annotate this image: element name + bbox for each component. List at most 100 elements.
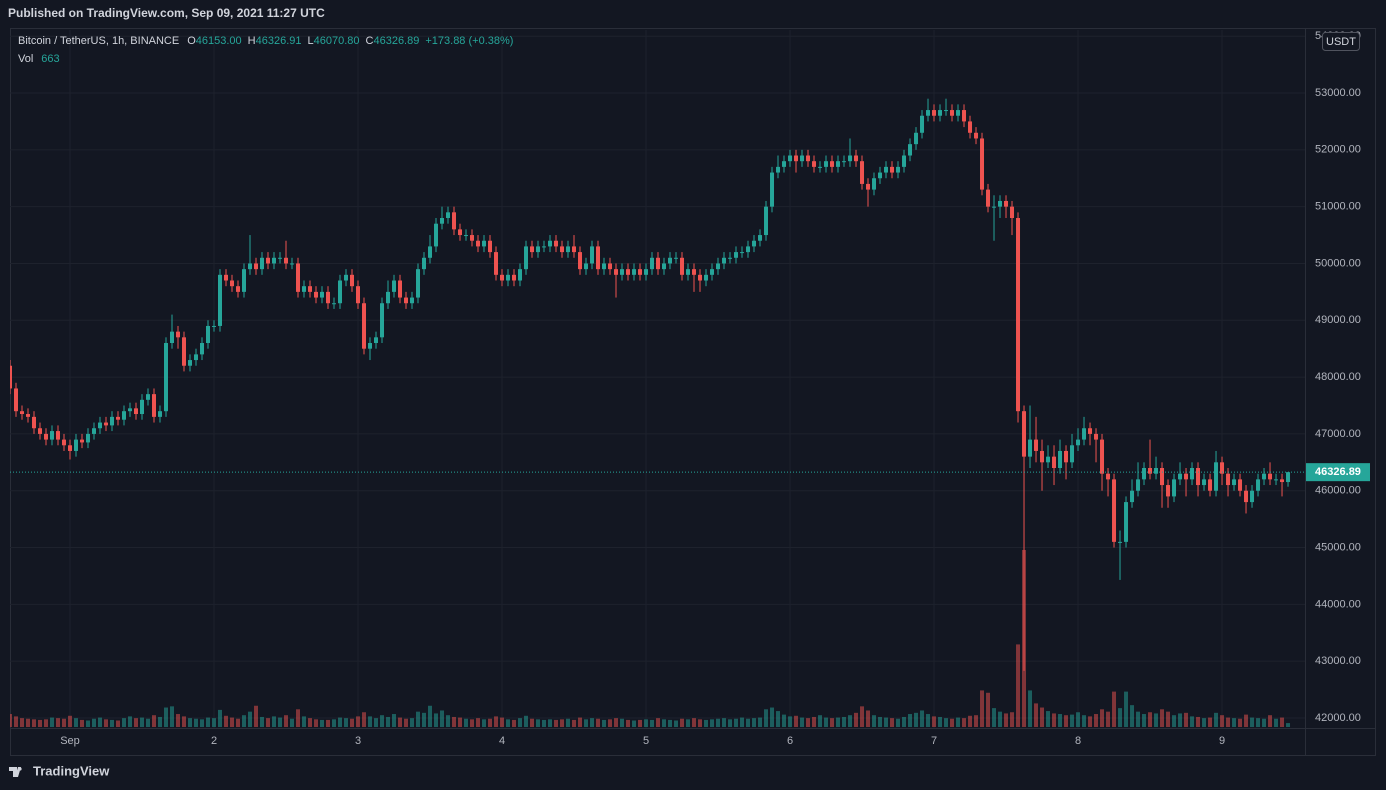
candle-body [776, 166, 781, 173]
volume-bar [1286, 723, 1291, 727]
candle-body [362, 303, 367, 349]
volume-bar [254, 705, 259, 727]
candle-body [506, 274, 511, 281]
volume-bar [644, 719, 649, 727]
volume-bar [1010, 712, 1015, 727]
volume-bar [518, 718, 523, 727]
volume-bar [122, 718, 127, 727]
volume-bar [20, 718, 25, 727]
volume-bar [476, 718, 481, 727]
volume-bar [140, 717, 145, 727]
ohlc-value: 46153.00 [196, 35, 242, 47]
volume-bar [236, 718, 241, 727]
volume-bar [1106, 711, 1111, 727]
volume-bar [1208, 717, 1213, 727]
candle-body [998, 200, 1003, 207]
candle-body [104, 422, 109, 426]
volume-bar [218, 709, 223, 727]
candle-body [608, 263, 613, 270]
volume-bar [176, 714, 181, 727]
candle-body [722, 257, 727, 264]
candle-body [818, 166, 823, 168]
candle-body [1100, 439, 1105, 474]
volume-bar [92, 718, 97, 727]
grid [10, 30, 1305, 728]
volume-bar [506, 719, 511, 727]
volume-bar [878, 716, 883, 727]
candle-body [302, 286, 307, 292]
volume-bar [266, 718, 271, 727]
published-note: Published on TradingView.com, Sep 09, 20… [8, 6, 325, 20]
candle-body [1172, 479, 1177, 497]
volume-bar [314, 719, 319, 727]
x-tick-label: Sep [60, 735, 80, 747]
volume-bar [332, 719, 337, 727]
volume-bar [422, 712, 427, 727]
candle-body [638, 269, 643, 275]
volume-bar [650, 719, 655, 727]
volume-bar [614, 718, 619, 727]
volume-bar [914, 712, 919, 727]
x-tick-label: 8 [1075, 735, 1081, 747]
candle-body [1262, 473, 1267, 480]
candle-body [1142, 468, 1147, 480]
volume-bar [824, 717, 829, 727]
candle-body [734, 252, 739, 258]
candle-body [980, 138, 985, 190]
volume-bar [572, 719, 577, 727]
candle-body [1064, 450, 1069, 463]
volume-bar [752, 718, 757, 727]
price-change: +173.88 (+0.38%) [425, 35, 513, 47]
y-tick-label: 47000.00 [1315, 428, 1361, 440]
candle-body [584, 263, 589, 270]
volume-bar [284, 715, 289, 727]
candle-body [74, 439, 79, 451]
candle-body [824, 161, 829, 167]
candle-body [416, 269, 421, 298]
volume-bar [872, 715, 877, 727]
volume-bar [578, 717, 583, 727]
candle-body [398, 280, 403, 298]
volume-bar [104, 719, 109, 727]
candle-body [632, 269, 637, 275]
volume-bar [32, 719, 37, 727]
candle-body [1046, 456, 1051, 463]
volume-bar [428, 705, 433, 727]
volume-bar [1130, 705, 1135, 727]
candle-body [284, 257, 289, 264]
ohlc-value: 46070.80 [314, 35, 360, 47]
volume-bar [974, 715, 979, 727]
volume-bar [224, 715, 229, 727]
candle-body [14, 388, 19, 412]
candle-body [896, 166, 901, 173]
candle-body [800, 155, 805, 162]
y-tick-label: 48000.00 [1315, 371, 1361, 383]
currency-badge[interactable] [1322, 32, 1360, 51]
candle-body [524, 246, 529, 270]
candle-body [212, 325, 217, 327]
volume-bar [446, 715, 451, 727]
candle-body [872, 178, 877, 190]
candle-body [704, 274, 709, 281]
volume-bar [638, 719, 643, 727]
volume-bar [692, 718, 697, 727]
volume-bar [272, 716, 277, 727]
candle-body [308, 286, 313, 292]
volume-bar [1244, 714, 1249, 727]
volume-bar [350, 718, 355, 727]
volume-bar [1238, 718, 1243, 727]
y-tick-label: 52000.00 [1315, 144, 1361, 156]
brand-logo [9, 767, 22, 777]
candle-body [62, 439, 67, 446]
volume-bar [26, 718, 31, 727]
volume-bar [44, 719, 49, 727]
candle-body [152, 394, 157, 417]
y-tick-label: 45000.00 [1315, 541, 1361, 553]
candle-body [698, 274, 703, 281]
candle-body [1022, 411, 1027, 457]
volume-bar [1274, 718, 1279, 727]
candle-body [1034, 439, 1039, 451]
candle-body [806, 155, 811, 162]
volume-bar [1262, 718, 1267, 727]
